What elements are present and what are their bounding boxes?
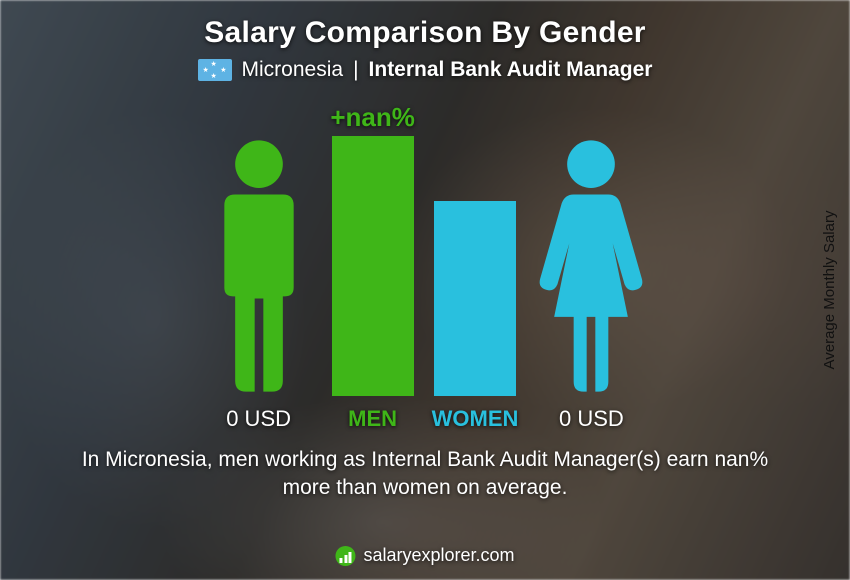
men-category-label: MEN [348,406,397,432]
diff-label: +nan% [330,102,415,133]
logo-icon [335,546,355,566]
separator: | [353,58,358,82]
women-value-label: 0 USD [559,406,624,432]
country-label: Micronesia [242,58,344,82]
micronesia-flag-icon: ★★★★ [198,59,232,81]
men-value-label: 0 USD [226,406,291,432]
summary-text: In Micronesia, men working as Internal B… [55,446,795,503]
page-title: Salary Comparison By Gender [204,16,646,50]
chart-area: 0 USD +nan% MEN WOMEN 0 USD [145,92,705,432]
man-icon [204,136,314,396]
infographic-content: Salary Comparison By Gender ★★★★ Microne… [0,0,850,580]
footer: salaryexplorer.com [335,545,514,566]
job-title: Internal Bank Audit Manager [369,58,653,82]
women-bar-col: WOMEN [432,92,519,432]
flag-stars: ★★★★ [198,59,232,81]
men-bar: +nan% [332,136,414,396]
woman-icon [536,136,646,396]
y-axis-label: Average Monthly Salary [821,211,838,370]
women-bar [434,201,516,396]
men-figure-col: 0 USD [204,92,314,432]
women-category-label: WOMEN [432,406,519,432]
site-name: salaryexplorer.com [363,545,514,566]
women-figure-col: 0 USD [536,92,646,432]
subtitle-row: ★★★★ Micronesia | Internal Bank Audit Ma… [198,58,653,82]
men-bar-col: +nan% MEN [332,92,414,432]
